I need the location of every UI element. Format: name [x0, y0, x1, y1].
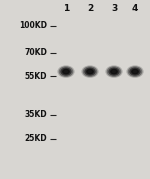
Ellipse shape	[128, 66, 142, 77]
Text: 100KD: 100KD	[19, 21, 47, 30]
Text: 35KD: 35KD	[25, 110, 47, 119]
Ellipse shape	[110, 69, 118, 74]
Text: 55KD: 55KD	[25, 72, 47, 81]
Ellipse shape	[60, 67, 72, 76]
Ellipse shape	[126, 65, 144, 78]
Ellipse shape	[59, 66, 73, 77]
Ellipse shape	[88, 70, 92, 73]
Ellipse shape	[133, 70, 137, 73]
Text: 70KD: 70KD	[24, 48, 47, 57]
Ellipse shape	[64, 70, 68, 73]
Ellipse shape	[86, 69, 94, 74]
Ellipse shape	[131, 69, 139, 74]
Text: 1: 1	[63, 4, 69, 13]
Ellipse shape	[57, 65, 75, 78]
Text: 25KD: 25KD	[25, 134, 47, 143]
Ellipse shape	[129, 67, 141, 76]
Ellipse shape	[83, 66, 97, 77]
Ellipse shape	[107, 66, 121, 77]
Text: 4: 4	[132, 4, 138, 13]
Ellipse shape	[108, 67, 120, 76]
Ellipse shape	[84, 67, 96, 76]
Ellipse shape	[62, 69, 70, 74]
Ellipse shape	[112, 70, 116, 73]
Text: 2: 2	[87, 4, 93, 13]
Text: 3: 3	[111, 4, 117, 13]
Ellipse shape	[105, 65, 123, 78]
Ellipse shape	[81, 65, 99, 78]
